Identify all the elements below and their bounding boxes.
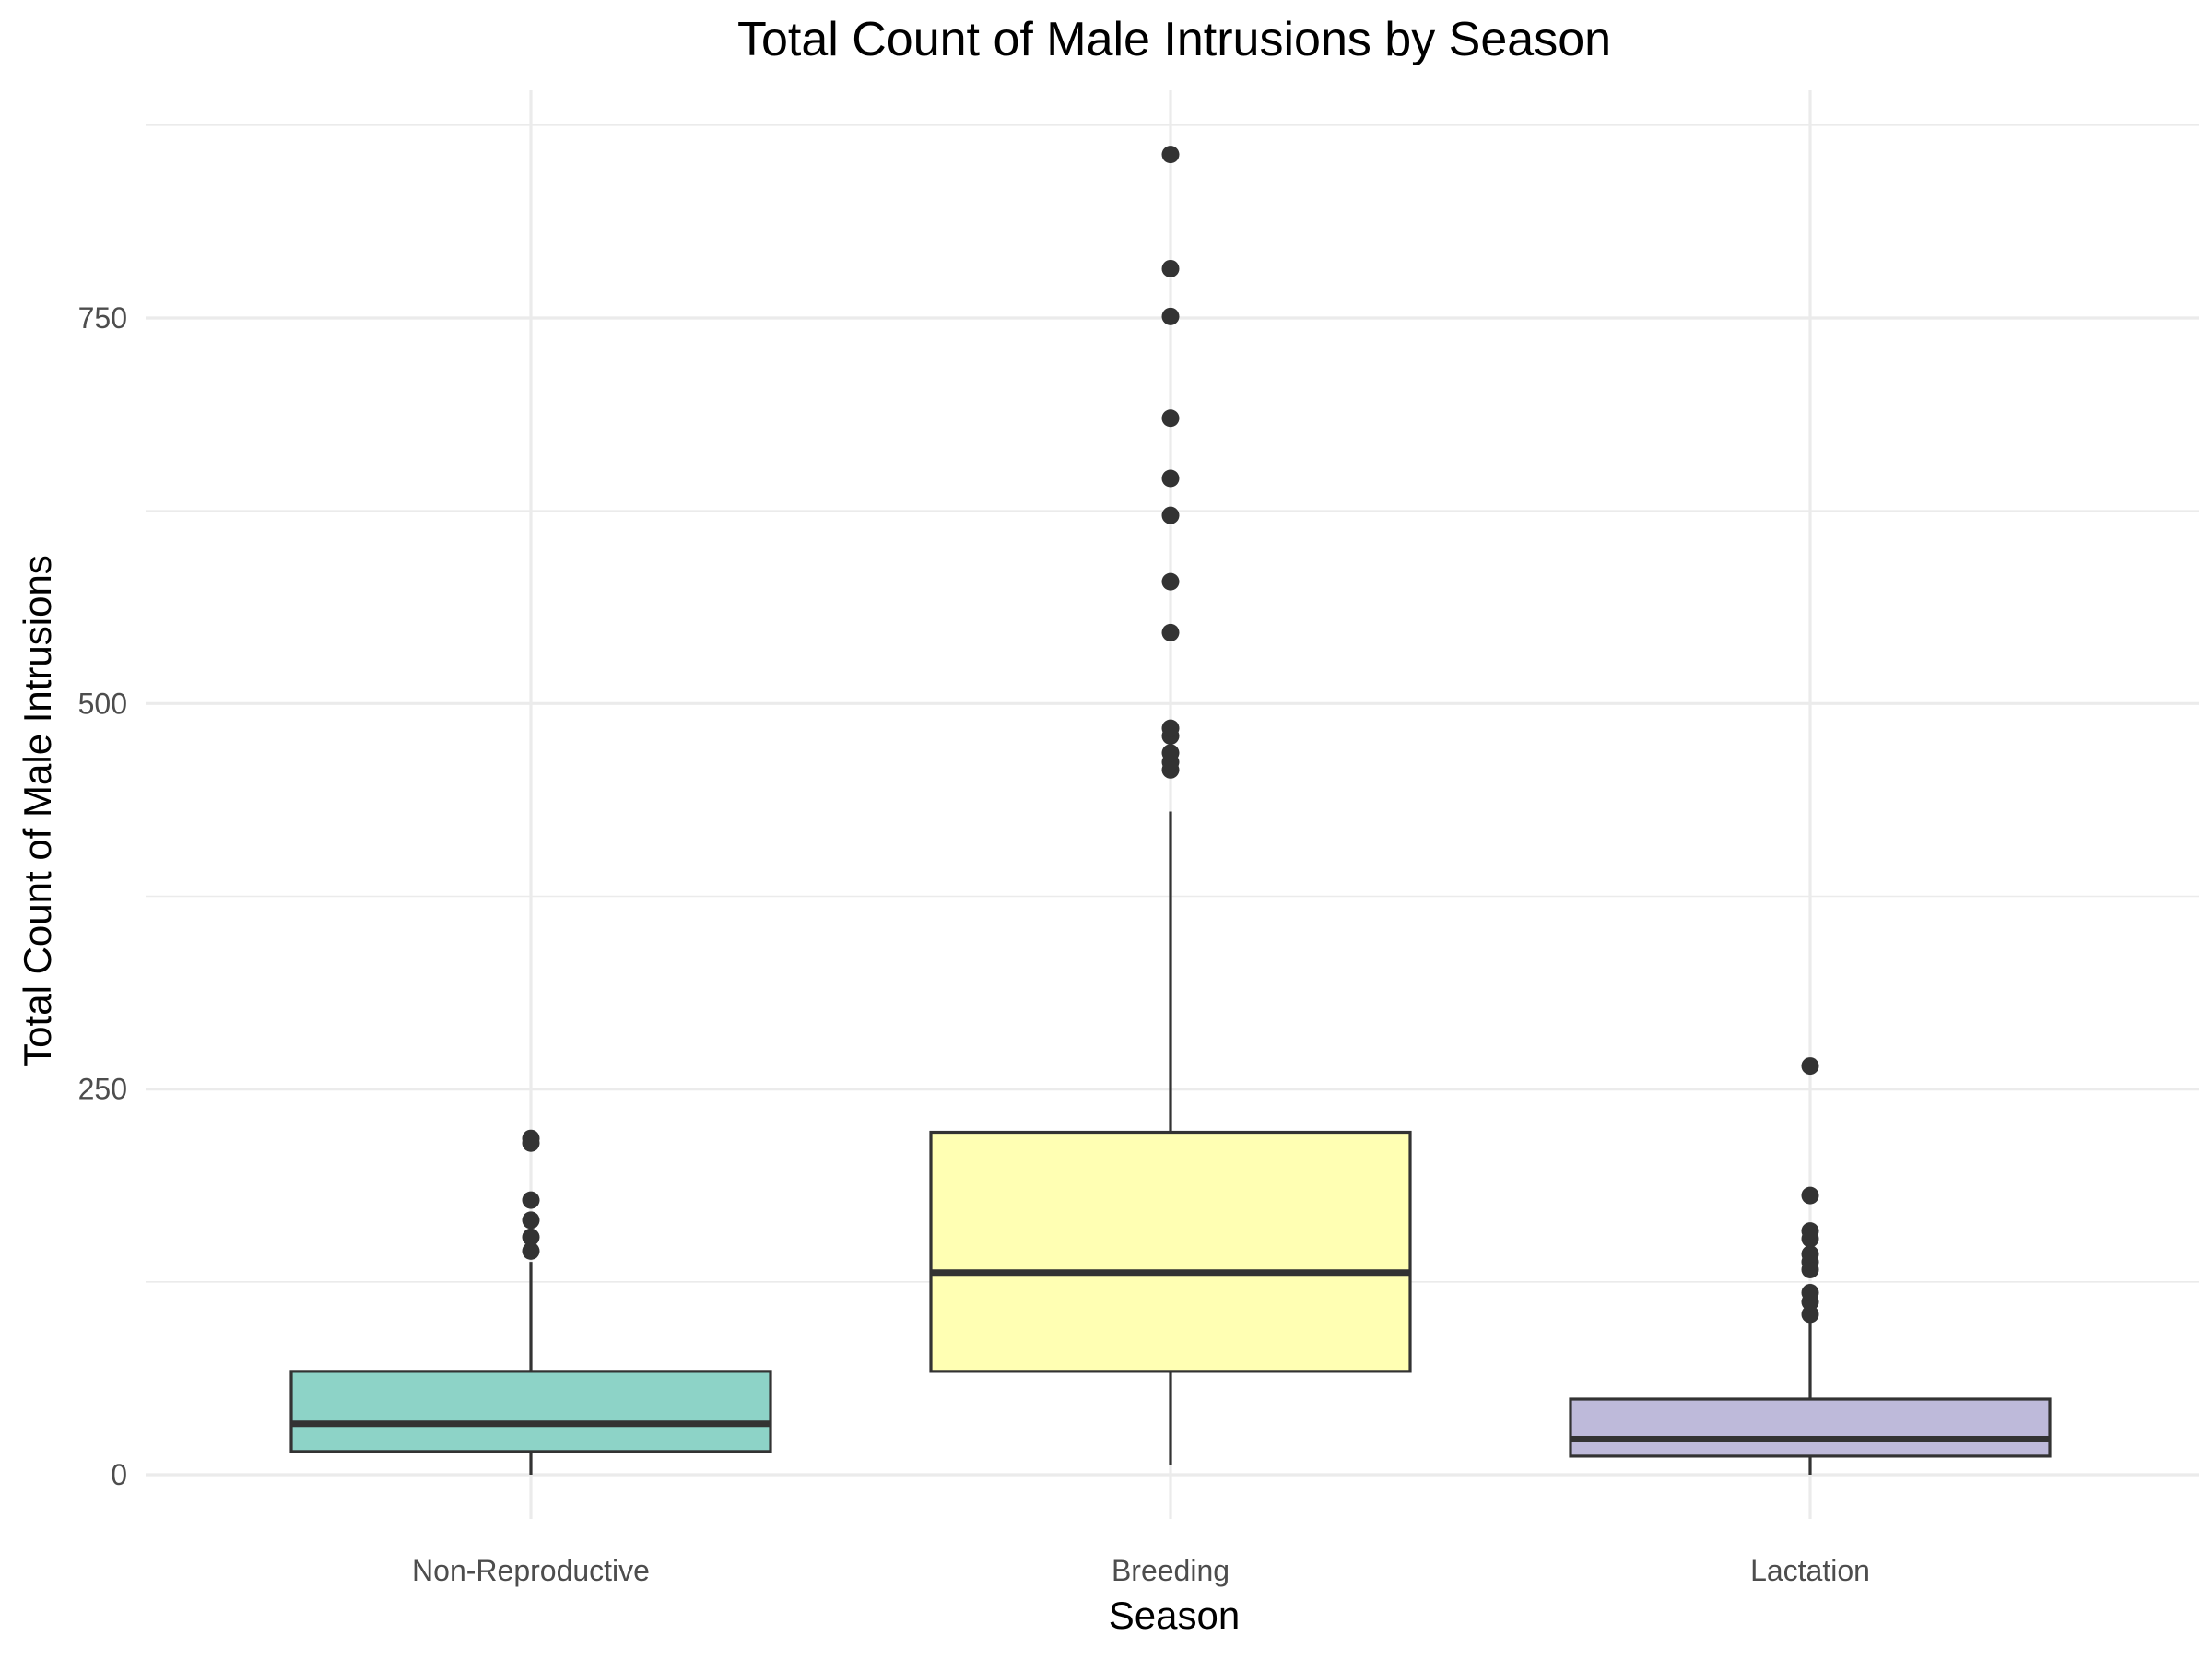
y-axis-ticks: 0 250 500 750 [78, 301, 127, 1491]
y-axis-title: Total Count of Male Intrusions [16, 555, 59, 1067]
outlier-point [1161, 744, 1180, 762]
y-tick-label: 750 [78, 301, 127, 335]
chart-title: Total Count of Male Intrusions by Season [737, 13, 1611, 66]
outlier-point [1801, 1284, 1819, 1302]
outlier-point [522, 1241, 540, 1260]
box-iqr [929, 1130, 1412, 1373]
x-tick-label: Lactation [1750, 1554, 1870, 1587]
box-group-non-reproductive [289, 1129, 772, 1475]
y-tick-label: 250 [78, 1073, 127, 1106]
x-axis-title: Season [1109, 1594, 1240, 1637]
y-tick-label: 0 [111, 1458, 127, 1491]
outlier-point [1161, 623, 1180, 641]
outlier-point [1801, 1057, 1819, 1076]
box-group-breeding [929, 146, 1412, 1465]
box-iqr [1569, 1397, 2052, 1458]
outlier-point [1161, 506, 1180, 524]
outlier-point [1161, 259, 1180, 277]
outlier-point [522, 1228, 540, 1246]
outlier-point [1161, 146, 1180, 164]
outlier-point [1161, 719, 1180, 737]
x-axis-ticks: Non-Reproductive Breeding Lactation [412, 1554, 1870, 1587]
outlier-point [1801, 1222, 1819, 1241]
outlier-point [1801, 1305, 1819, 1324]
outlier-point [1801, 1186, 1819, 1205]
x-tick-label: Non-Reproductive [412, 1554, 650, 1587]
outlier-point [1161, 469, 1180, 488]
outlier-point [1801, 1245, 1819, 1264]
outlier-point [522, 1211, 540, 1230]
box-iqr [289, 1370, 772, 1453]
outlier-point [522, 1191, 540, 1209]
outlier-point [1161, 307, 1180, 325]
outlier-point [1161, 409, 1180, 428]
outlier-point [1161, 572, 1180, 591]
x-tick-label: Breeding [1112, 1554, 1230, 1587]
box-group-lactation [1569, 1057, 2052, 1475]
boxes [289, 146, 2052, 1475]
outlier-point [522, 1129, 540, 1147]
y-tick-label: 500 [78, 687, 127, 720]
